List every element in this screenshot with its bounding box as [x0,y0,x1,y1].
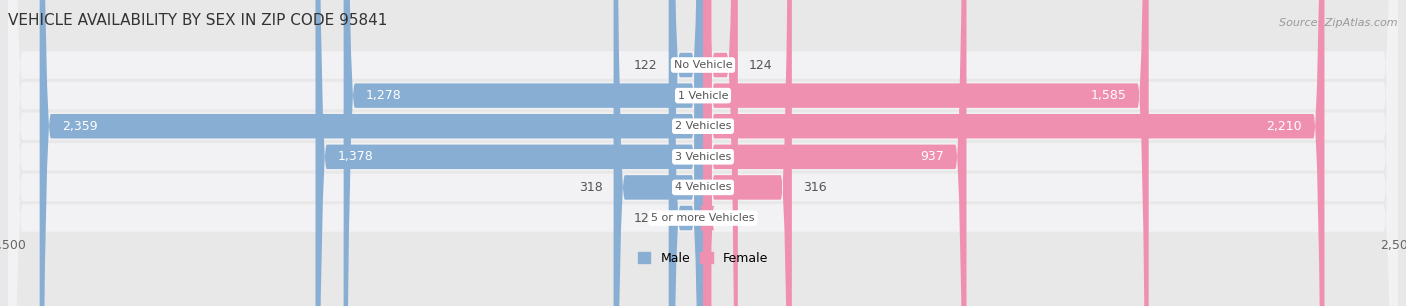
FancyBboxPatch shape [8,0,1398,306]
FancyBboxPatch shape [703,0,1149,306]
Text: 5 or more Vehicles: 5 or more Vehicles [651,213,755,223]
Text: 2,500: 2,500 [1379,239,1406,252]
FancyBboxPatch shape [703,0,738,306]
FancyBboxPatch shape [39,0,703,306]
Text: 1,278: 1,278 [366,89,402,102]
Text: 2,210: 2,210 [1267,120,1302,133]
FancyBboxPatch shape [703,0,966,306]
Text: Source: ZipAtlas.com: Source: ZipAtlas.com [1279,18,1398,28]
FancyBboxPatch shape [8,0,1398,306]
FancyBboxPatch shape [8,0,1398,306]
Text: 1 Vehicle: 1 Vehicle [678,91,728,101]
FancyBboxPatch shape [613,0,703,306]
Text: 4 Vehicles: 4 Vehicles [675,182,731,192]
Text: 30: 30 [723,211,738,225]
FancyBboxPatch shape [8,0,1398,306]
Text: 121: 121 [634,211,658,225]
FancyBboxPatch shape [703,0,792,306]
FancyBboxPatch shape [703,0,1324,306]
FancyBboxPatch shape [8,0,1398,306]
Text: No Vehicle: No Vehicle [673,60,733,70]
FancyBboxPatch shape [315,0,703,306]
Text: 124: 124 [749,58,773,72]
Text: 316: 316 [803,181,827,194]
Text: 2,500: 2,500 [0,239,27,252]
FancyBboxPatch shape [700,0,714,306]
Text: 2 Vehicles: 2 Vehicles [675,121,731,131]
FancyBboxPatch shape [669,0,703,306]
Legend: Male, Female: Male, Female [638,252,768,265]
FancyBboxPatch shape [343,0,703,306]
Text: 1,585: 1,585 [1090,89,1126,102]
Text: 1,378: 1,378 [337,150,374,163]
Text: 2,359: 2,359 [62,120,98,133]
Text: 3 Vehicles: 3 Vehicles [675,152,731,162]
FancyBboxPatch shape [669,0,703,306]
Text: 937: 937 [921,150,943,163]
Text: VEHICLE AVAILABILITY BY SEX IN ZIP CODE 95841: VEHICLE AVAILABILITY BY SEX IN ZIP CODE … [8,13,388,28]
FancyBboxPatch shape [8,0,1398,306]
Text: 122: 122 [634,58,658,72]
Text: 318: 318 [579,181,602,194]
